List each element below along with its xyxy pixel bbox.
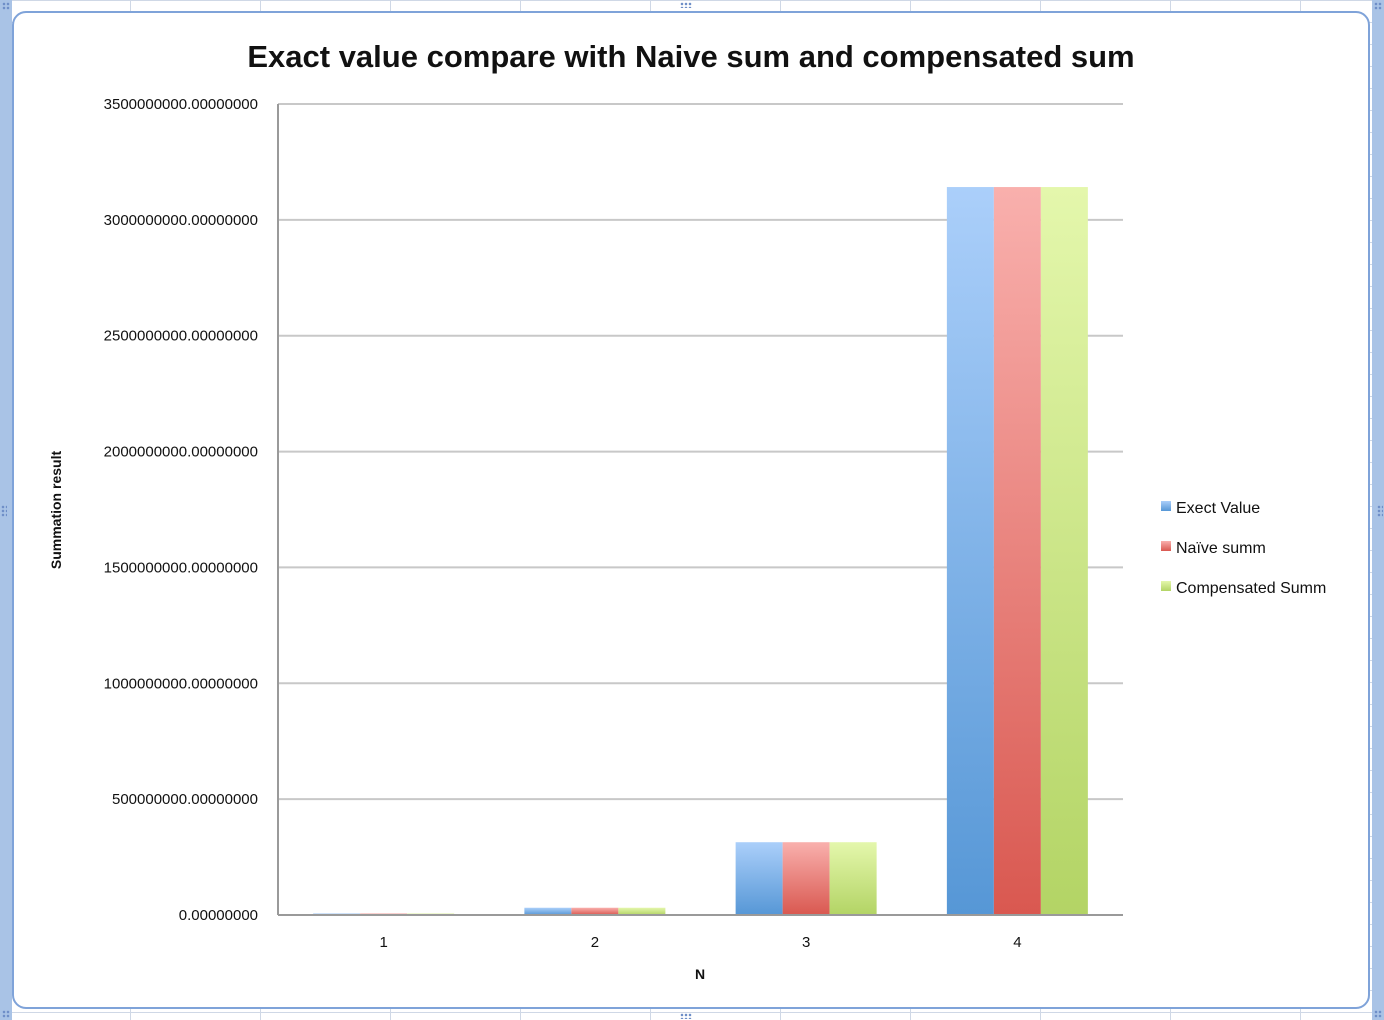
y-tick-labels: 0.00000000 500000000.00000000 1000000000.0… [104, 96, 258, 924]
legend-label: Compensated Summ [1176, 580, 1326, 597]
resize-handle-left[interactable] [1, 505, 7, 517]
legend-label: Naïve summ [1176, 540, 1266, 557]
resize-handle-bottom[interactable] [680, 1013, 692, 1019]
x-tick-label: 3 [802, 934, 810, 951]
y-tick-label: 1000000000.00000000 [104, 675, 258, 692]
x-tick-label: 4 [1013, 934, 1021, 951]
resize-handle-top[interactable] [680, 2, 692, 8]
y-tick-label: 3000000000.00000000 [104, 212, 258, 229]
x-tick-label: 1 [379, 934, 387, 951]
y-tick-label: 0.00000000 [179, 907, 258, 924]
resize-handle-bottom-left[interactable] [2, 1010, 10, 1018]
legend-swatch [1161, 501, 1171, 511]
legend: Exect Value Naïve summ Compensated Summ [1161, 500, 1326, 597]
bar-2-1[interactable] [618, 907, 666, 915]
chart-object[interactable] [12, 11, 1370, 1009]
x-tick-labels: 1 2 3 4 [379, 934, 1021, 951]
resize-handle-top-right[interactable] [1374, 2, 1382, 10]
bars [313, 187, 1088, 915]
legend-swatch [1161, 541, 1171, 551]
x-axis-title: N [695, 966, 705, 982]
bar-0-3[interactable] [946, 187, 994, 915]
legend-swatch [1161, 581, 1171, 591]
resize-handle-top-left[interactable] [2, 2, 10, 10]
resize-handle-bottom-right[interactable] [1374, 1010, 1382, 1018]
bar-0-1[interactable] [524, 907, 572, 915]
bar-1-3[interactable] [993, 187, 1041, 915]
legend-label: Exect Value [1176, 500, 1260, 517]
bar-2-2[interactable] [829, 842, 877, 915]
x-tick-label: 2 [591, 934, 599, 951]
resize-handle-right[interactable] [1377, 505, 1383, 517]
bar-1-2[interactable] [782, 842, 830, 915]
y-tick-label: 1500000000.00000000 [104, 559, 258, 576]
y-tick-label: 3500000000.00000000 [104, 96, 258, 113]
y-tick-label: 2500000000.00000000 [104, 328, 258, 345]
chart-title: Exact value compare with Naive sum and c… [247, 39, 1134, 74]
bar-1-1[interactable] [571, 907, 619, 915]
bar-0-2[interactable] [735, 842, 783, 915]
y-tick-label: 2000000000.00000000 [104, 444, 258, 461]
y-tick-label: 500000000.00000000 [112, 791, 258, 808]
bar-2-3[interactable] [1040, 187, 1088, 915]
y-axis-title: Summation result [48, 451, 64, 570]
